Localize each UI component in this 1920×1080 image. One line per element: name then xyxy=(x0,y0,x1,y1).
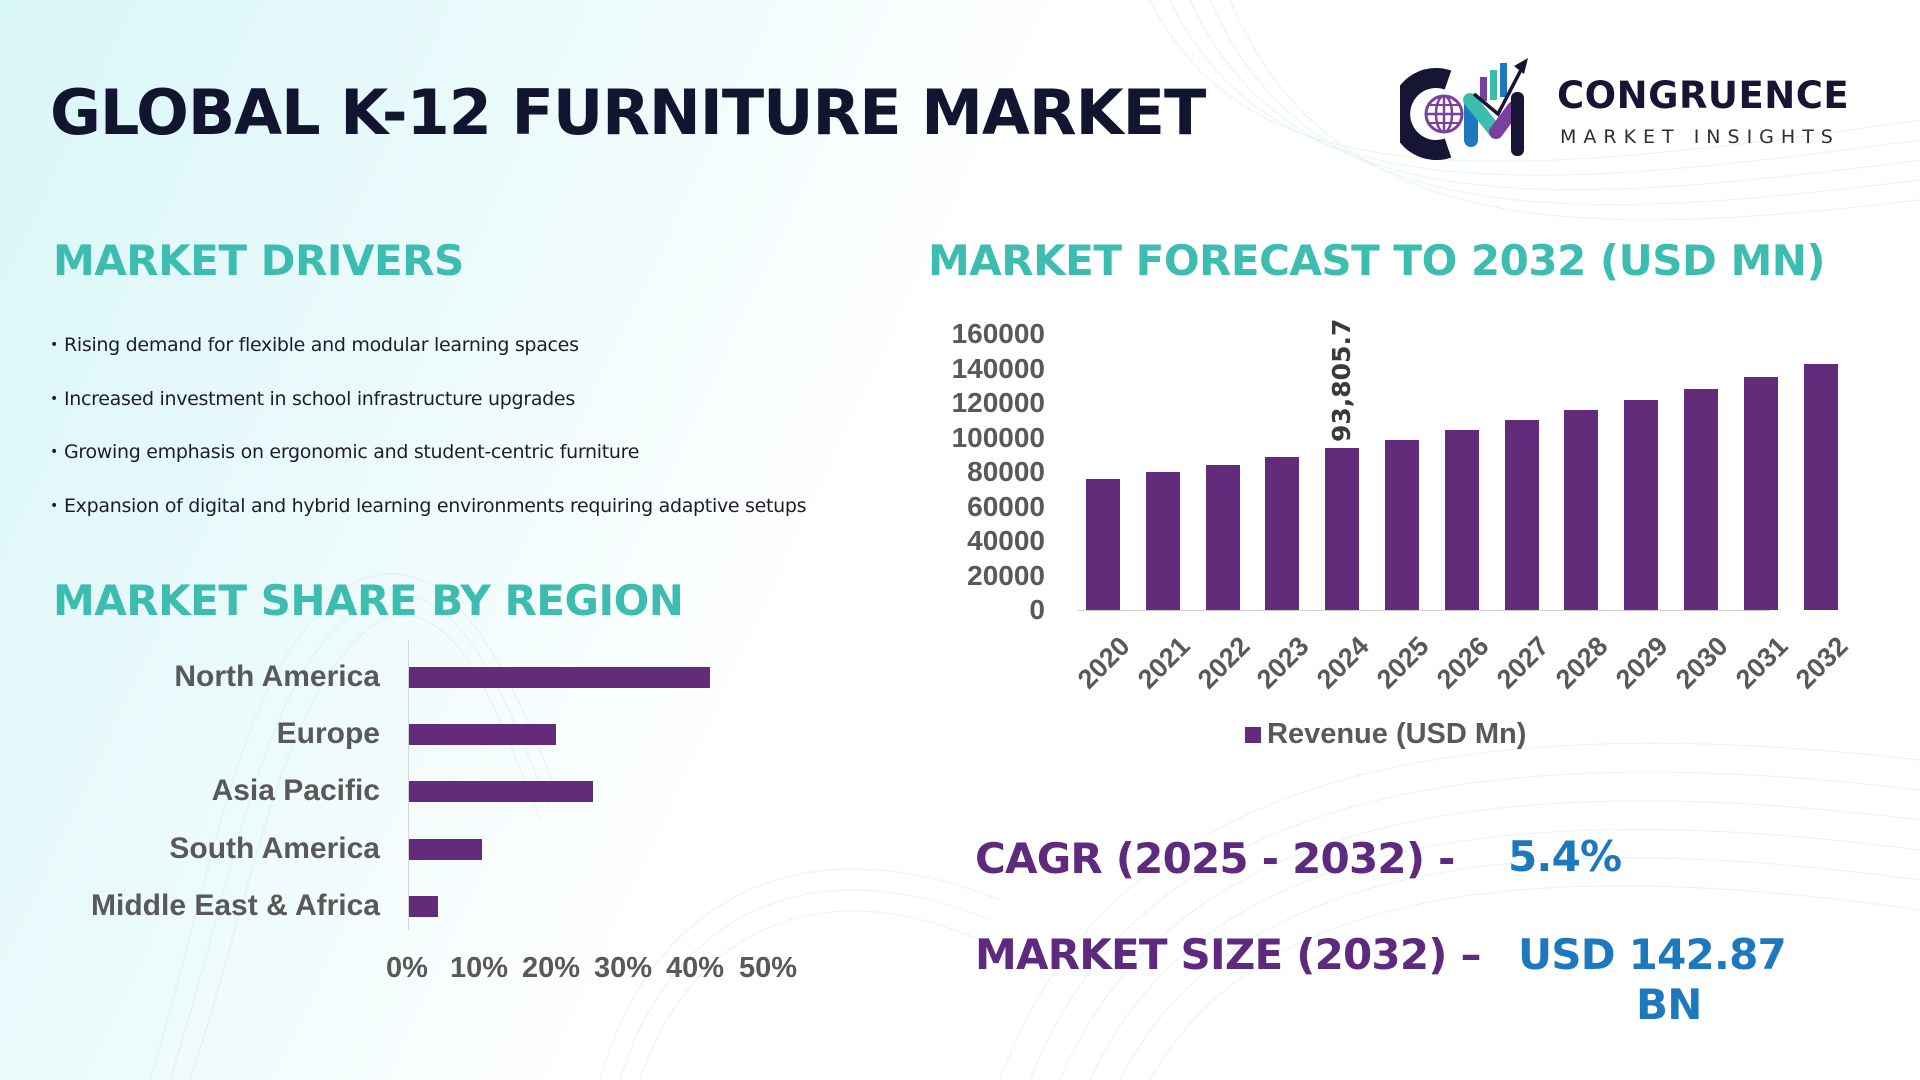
forecast-bar-2022 xyxy=(1205,465,1240,610)
x-axis-tick-label: 2023 xyxy=(1251,630,1316,695)
market-share-region-heading: MARKET SHARE BY REGION xyxy=(53,576,684,625)
forecast-bar-2025 xyxy=(1385,440,1419,610)
region-label: North America xyxy=(174,660,380,693)
driver-item: • Expansion of digital and hybrid learnin… xyxy=(50,494,807,517)
y-axis-tick-label: 80000 xyxy=(967,456,1045,487)
x-axis-tick-label: 30% xyxy=(593,952,653,984)
forecast-bar-2029 xyxy=(1624,399,1659,610)
y-axis-tick-label: 0 xyxy=(1029,594,1045,625)
market-drivers-heading: MARKET DRIVERS xyxy=(53,236,464,285)
x-axis-tick-label: 50% xyxy=(738,952,798,984)
forecast-bar-2024 xyxy=(1325,448,1360,610)
forecast-bar-2026 xyxy=(1444,430,1479,610)
y-axis-tick-label: 120000 xyxy=(951,387,1045,418)
y-axis-tick-label: 160000 xyxy=(951,318,1045,349)
region-bar xyxy=(409,838,483,860)
region-label: Europe xyxy=(276,717,380,751)
forecast-bar-2020 xyxy=(1086,479,1120,610)
market-size-value: USD 142.87 xyxy=(1518,930,1787,979)
x-axis-tick-label: 0% xyxy=(386,952,428,984)
forecast-bar-2030 xyxy=(1684,388,1718,610)
driver-item: • Rising demand for flexible and modular … xyxy=(50,334,579,356)
company-logo: CONGRUENCE MARKET INSIGHTS xyxy=(1400,52,1870,160)
forecast-bar-chart: Revenue (USD Mn) 0 20000 40000 60000 80000 10… xyxy=(920,300,1870,760)
x-axis-tick-label: 2030 xyxy=(1669,630,1734,695)
logo-wordmark: CONGRUENCE xyxy=(1557,74,1850,117)
y-axis-tick-label: 20000 xyxy=(967,559,1045,591)
region-share-bar-chart: North America Europe Asia Pacific South Ame… xyxy=(0,640,820,1000)
market-size-unit: BN xyxy=(1636,980,1702,1029)
region-label: Middle East & Africa xyxy=(91,888,380,922)
region-label: Asia Pacific xyxy=(211,774,380,808)
region-bar xyxy=(409,781,593,803)
x-axis-tick-label: 10% xyxy=(449,952,509,984)
bullet-icon: • xyxy=(50,390,58,407)
forecast-bar-2023 xyxy=(1265,457,1300,610)
x-axis-tick-label: 2031 xyxy=(1729,630,1794,695)
forecast-bar-2027 xyxy=(1504,420,1539,610)
x-axis-tick-label: 20% xyxy=(521,952,581,984)
page-title: GLOBAL K-12 FURNITURE MARKET xyxy=(50,76,1206,149)
forecast-bar-2021 xyxy=(1145,472,1180,610)
y-axis-tick-label: 60000 xyxy=(967,490,1045,522)
x-axis-line xyxy=(1078,610,1770,611)
forecast-bar-2032 xyxy=(1803,363,1838,610)
x-axis-tick-label: 2027 xyxy=(1490,630,1555,695)
cagr-value: 5.4% xyxy=(1508,832,1622,881)
chart-legend: Revenue (USD Mn) xyxy=(1245,718,1526,751)
legend-label: Revenue (USD Mn) xyxy=(1267,718,1527,750)
y-axis-tick-label: 100000 xyxy=(951,421,1045,453)
cm-globe-growth-logo-icon xyxy=(1400,58,1528,160)
forecast-bar-2031 xyxy=(1743,376,1778,610)
x-axis-tick-label: 2024 xyxy=(1311,630,1375,695)
region-bar xyxy=(409,895,439,917)
driver-item: • Increased investment in school infrastr… xyxy=(50,387,575,410)
region-label: South America xyxy=(169,831,380,865)
bullet-icon: • xyxy=(50,497,58,514)
y-axis-tick-label: 40000 xyxy=(967,525,1045,556)
bar-data-label: 93,805.7 xyxy=(1327,318,1357,443)
x-axis-tick-label: 2025 xyxy=(1370,630,1435,695)
logo-tagline: MARKET INSIGHTS xyxy=(1560,126,1840,148)
cagr-label: CAGR (2025 - 2032) - xyxy=(975,834,1455,883)
x-axis-tick-label: 40% xyxy=(665,952,725,984)
market-drivers-list: • Rising demand for flexible and modular … xyxy=(50,334,807,548)
x-axis-tick-label: 2022 xyxy=(1191,630,1256,695)
bullet-icon: • xyxy=(50,337,58,353)
bullet-icon: • xyxy=(50,444,58,460)
legend-swatch-icon xyxy=(1245,726,1261,743)
region-bar xyxy=(409,724,556,746)
y-axis-tick-label: 140000 xyxy=(951,352,1045,384)
x-axis-tick-label: 2028 xyxy=(1550,630,1615,695)
driver-item: • Growing emphasis on ergonomic and stude… xyxy=(50,441,640,463)
x-axis-tick-label: 2021 xyxy=(1131,630,1196,695)
y-axis-line xyxy=(408,640,409,930)
x-axis-tick-label: 2026 xyxy=(1430,630,1495,695)
x-axis-tick-label: 2020 xyxy=(1071,630,1136,695)
x-axis-tick-label: 2029 xyxy=(1610,630,1674,695)
market-forecast-heading: MARKET FORECAST TO 2032 (USD MN) xyxy=(928,236,1826,285)
x-axis-tick-label: 2032 xyxy=(1789,630,1854,695)
region-bar xyxy=(409,667,710,688)
forecast-bar-2028 xyxy=(1564,410,1599,610)
market-size-label: MARKET SIZE (2032) – xyxy=(975,930,1482,979)
